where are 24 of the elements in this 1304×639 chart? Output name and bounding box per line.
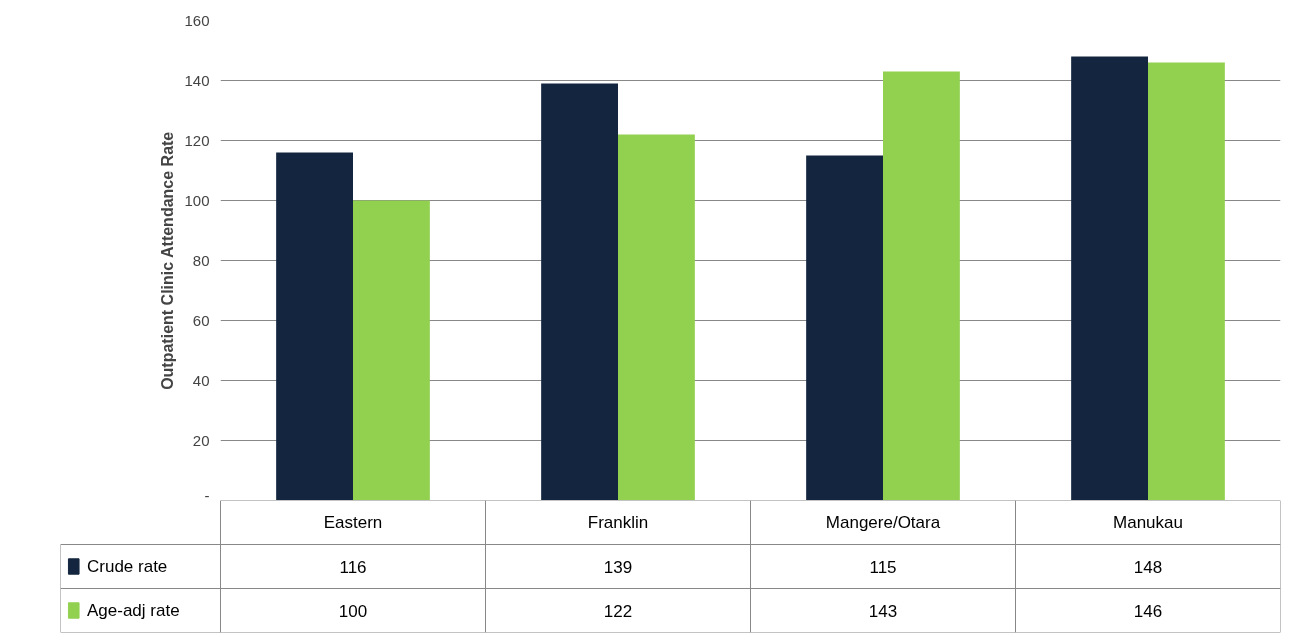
y-tick-label: 160	[184, 11, 210, 29]
legend-label: Age-adj rate	[87, 601, 180, 620]
y-tick-label: 60	[192, 311, 210, 329]
x-tick-label: Manukau	[1113, 513, 1183, 532]
data-label: 143	[868, 601, 898, 621]
y-tick-label: 140	[184, 71, 210, 89]
y-tick-label: 120	[184, 131, 210, 149]
data-label: 146	[1133, 601, 1163, 621]
y-tick-label: 40	[192, 371, 210, 389]
data-label: 115	[869, 557, 897, 577]
data-label: 122	[603, 601, 633, 621]
y-tick-label: -	[204, 486, 210, 504]
y-axis-title: Outpatient Clinic Attendance Rate	[159, 131, 177, 390]
y-tick-label: 20	[192, 431, 210, 449]
data-label: 148	[1133, 557, 1163, 577]
legend-label: Crude rate	[87, 557, 168, 576]
x-tick-label: Eastern	[323, 513, 383, 532]
x-tick-label: Franklin	[587, 513, 649, 532]
y-tick-label: 80	[192, 251, 210, 269]
y-tick-label: 100	[184, 191, 210, 209]
data-label: 100	[338, 601, 368, 621]
data-label: 139	[603, 557, 633, 577]
data-label: 116	[339, 557, 367, 577]
x-tick-label: Mangere/Otara	[825, 513, 941, 532]
